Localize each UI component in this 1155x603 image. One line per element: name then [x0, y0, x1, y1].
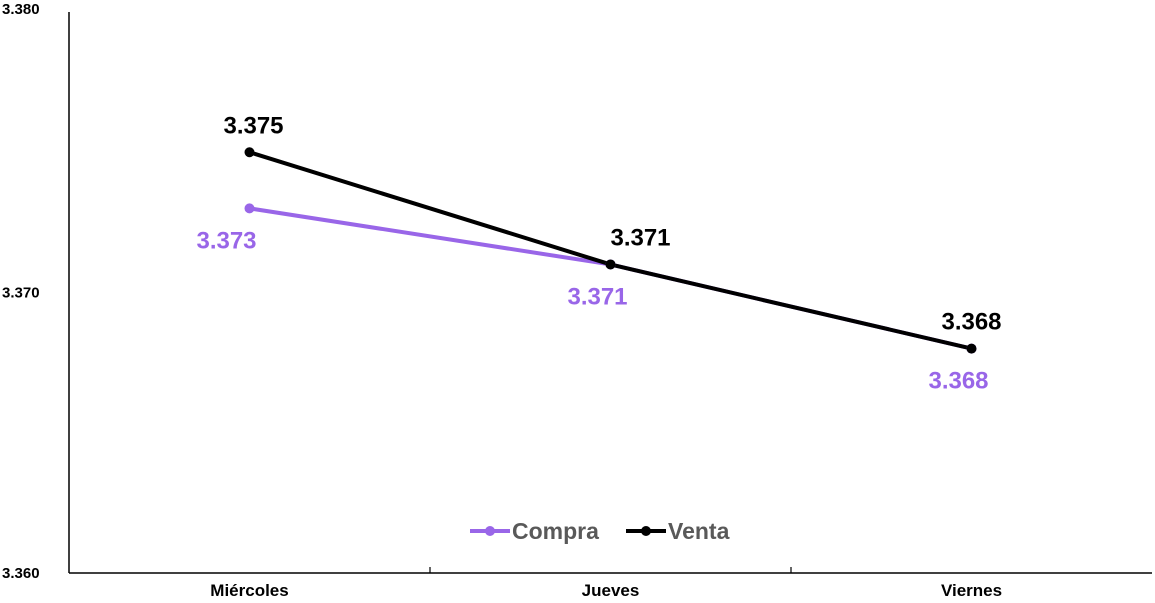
data-label-compra: 3.368 [928, 368, 988, 395]
data-label-venta: 3.375 [223, 112, 283, 139]
y-tick-label: 3.370 [2, 285, 40, 302]
legend-swatch-marker [641, 526, 651, 536]
legend: Compra Venta [470, 518, 730, 544]
data-point-venta [966, 343, 977, 354]
data-point-venta [605, 259, 616, 270]
legend-label-compra: Compra [512, 518, 599, 544]
data-label-venta: 3.371 [610, 224, 670, 251]
y-tick-label: 3.380 [2, 1, 40, 18]
x-tick-label: Jueves [582, 581, 640, 600]
data-label-compra: 3.371 [567, 283, 627, 310]
data-point-compra [244, 203, 255, 214]
data-label-compra: 3.373 [196, 227, 256, 254]
y-axis-ticks: 3.380 3.370 3.360 [2, 1, 40, 582]
data-labels-layer: 3.373 3.371 3.368 3.375 3.371 3.368 [196, 112, 1001, 394]
legend-swatch-marker [485, 526, 495, 536]
y-tick-label: 3.360 [2, 565, 40, 582]
x-tick-label: Miércoles [210, 581, 288, 600]
chart-axes [68, 12, 1152, 574]
x-tick-label: Viernes [941, 581, 1002, 600]
data-label-venta: 3.368 [941, 309, 1001, 336]
legend-label-venta: Venta [668, 518, 730, 544]
x-axis-ticks: Miércoles Jueves Viernes [210, 567, 1002, 600]
data-point-venta [244, 147, 255, 158]
series-layer [244, 147, 977, 354]
